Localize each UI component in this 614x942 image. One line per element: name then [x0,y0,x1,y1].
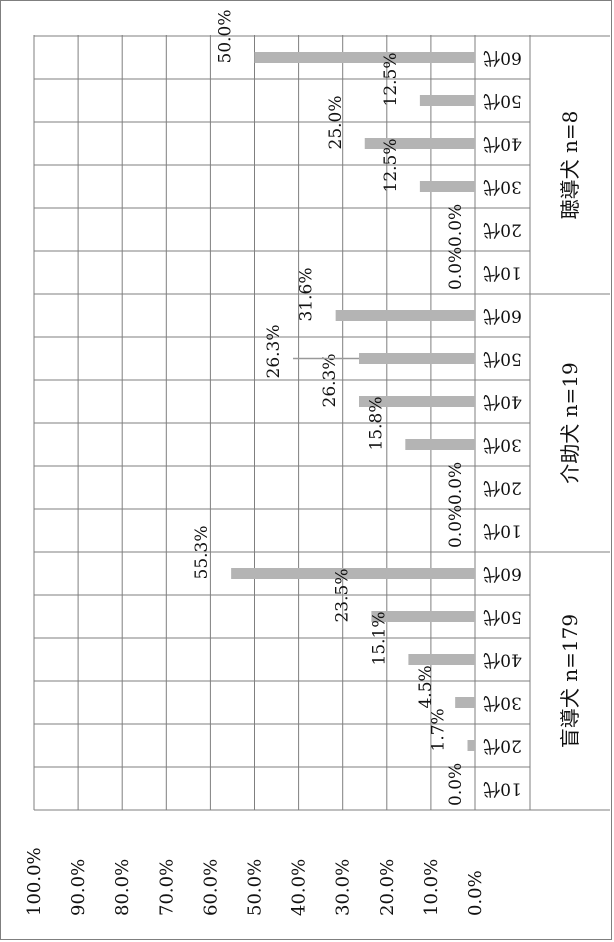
bar [359,396,475,407]
data-label: 1.7% [429,708,449,751]
group-label: 聴導犬 n=8 [558,111,582,220]
data-label: 15.8% [366,396,386,450]
data-label: 0.0% [446,505,466,548]
bar [254,52,475,63]
category-label: 10代 [483,263,522,283]
data-label: 15.1% [369,611,389,665]
category-label: 40代 [483,392,522,412]
data-label: 0.0% [446,204,466,247]
bar [467,740,475,751]
tick-label: 20.0% [377,859,398,916]
data-label: 12.5% [381,52,401,106]
category-label: 20代 [483,478,522,498]
category-label: 30代 [483,693,522,713]
data-label: 0.0% [446,763,466,806]
tick-label: 10.0% [421,859,442,916]
category-label: 30代 [483,177,522,197]
data-label: 0.0% [446,462,466,505]
data-label: 25.0% [326,95,346,149]
category-label: 50代 [483,91,522,111]
tick-label: 40.0% [289,859,310,916]
category-label: 20代 [483,736,522,756]
category-label: 10代 [483,521,522,541]
tick-label: 80.0% [112,859,133,916]
category-label: 50代 [483,349,522,369]
data-label: 4.5% [416,665,436,708]
tick-label: 30.0% [333,859,354,916]
category-label: 60代 [483,564,522,584]
category-label: 60代 [483,306,522,326]
group-label: 盲導犬 n=179 [558,614,582,748]
data-label: 23.5% [332,568,352,622]
bar [335,310,475,321]
bar [419,181,475,192]
group-label: 介助犬 n=19 [558,362,582,483]
category-label: 20代 [483,220,522,240]
bar [419,95,475,106]
data-label: 12.5% [381,138,401,192]
category-label: 40代 [483,134,522,154]
data-label: 0.0% [446,247,466,290]
category-label: 40代 [483,650,522,670]
data-label: 26.3% [320,353,340,407]
category-label: 30代 [483,435,522,455]
data-label: 55.3% [192,525,212,579]
tick-label: 70.0% [156,859,177,916]
bar [359,353,475,364]
bar [364,138,475,149]
data-label: 50.0% [216,9,236,63]
category-label: 60代 [483,48,522,68]
tick-label: 0.0% [465,870,486,916]
tick-label: 90.0% [68,859,89,916]
bar [371,611,475,622]
bar [408,654,475,665]
tick-label: 50.0% [245,859,266,916]
bar [455,697,475,708]
bar [231,568,475,579]
category-label: 50代 [483,607,522,627]
data-label: 26.3% [264,324,284,378]
category-label: 10代 [483,779,522,799]
data-label: 31.6% [297,267,317,321]
tick-label: 60.0% [200,859,221,916]
bar [405,439,475,450]
tick-label: 100.0% [24,847,45,916]
